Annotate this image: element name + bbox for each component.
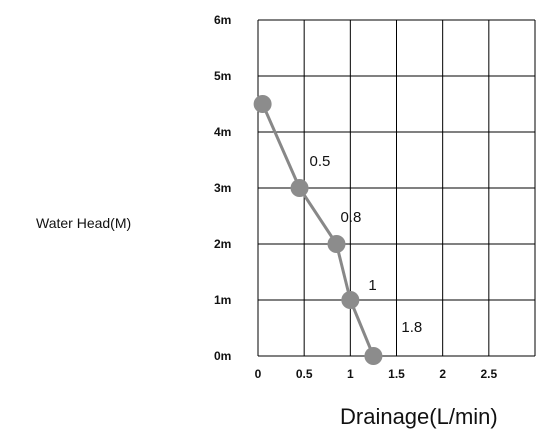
ticks: 0m 1m 2m 3m 4m 5m 6m 0 0.5 1 1.5 2 2.5 bbox=[214, 13, 497, 381]
data-label: 0.5 bbox=[310, 153, 331, 170]
y-tick-label: 3m bbox=[214, 181, 231, 195]
x-axis-label: Drainage(L/min) bbox=[340, 404, 498, 429]
y-tick-label: 6m bbox=[214, 13, 231, 27]
y-tick-label: 1m bbox=[214, 293, 231, 307]
data-label: 0.8 bbox=[340, 209, 361, 226]
x-tick-label: 2.5 bbox=[480, 367, 497, 381]
data-point bbox=[327, 235, 346, 253]
y-tick-label: 0m bbox=[214, 349, 231, 363]
data-point bbox=[253, 95, 272, 113]
x-tick-label: 2 bbox=[439, 367, 446, 381]
data-point bbox=[364, 347, 383, 365]
data-label: 1.8 bbox=[401, 319, 422, 336]
y-tick-label: 4m bbox=[214, 125, 231, 139]
y-tick-label: 2m bbox=[214, 237, 231, 251]
x-tick-label: 1.5 bbox=[388, 367, 405, 381]
y-axis-label: Water Head(M) bbox=[36, 215, 131, 231]
x-tick-label: 0 bbox=[255, 367, 262, 381]
series-layer: 0.5 0.8 1 1.8 bbox=[253, 95, 422, 365]
data-point bbox=[341, 291, 360, 309]
x-tick-label: 1 bbox=[347, 367, 354, 381]
data-point bbox=[290, 179, 309, 197]
data-label: 1 bbox=[368, 277, 376, 294]
x-tick-label: 0.5 bbox=[296, 367, 313, 381]
y-tick-label: 5m bbox=[214, 69, 231, 83]
series-line bbox=[261, 103, 375, 357]
